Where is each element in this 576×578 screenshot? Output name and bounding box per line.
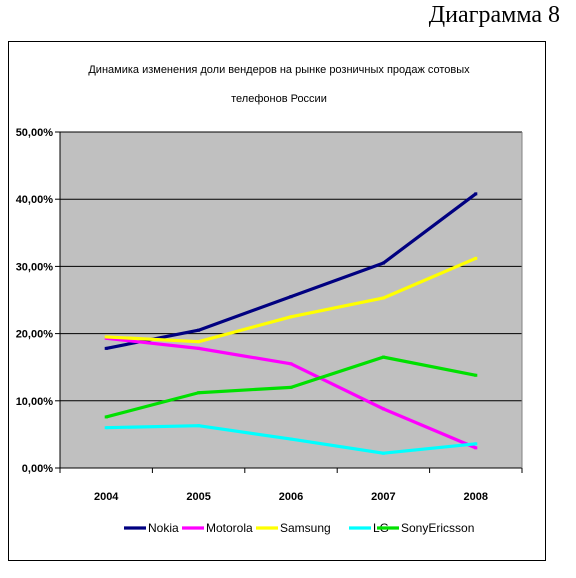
data-point-nokia xyxy=(104,346,108,350)
data-point-sonyericsson xyxy=(104,415,108,419)
legend-label-motorola: Motorola xyxy=(206,521,253,535)
gridlines xyxy=(60,131,522,402)
y-tick-label: 30,00% xyxy=(16,261,54,273)
data-point-samsung xyxy=(104,335,108,339)
figure-caption: Диаграмма 8 xyxy=(428,2,560,28)
y-tick-label: 50,00% xyxy=(16,127,54,139)
data-point-lg xyxy=(104,426,108,430)
data-point-lg xyxy=(474,442,478,446)
data-point-sonyericsson xyxy=(474,373,478,377)
data-point-motorola xyxy=(197,346,201,350)
axes xyxy=(59,132,523,469)
y-axis-ticks: 0,00% 10,00% 20,00% 30,00% 40,00% 50,00% xyxy=(16,127,60,475)
y-tick-label: 40,00% xyxy=(16,194,54,206)
data-point-nokia xyxy=(381,261,385,265)
chart-title-line-2: телефонов России xyxy=(231,93,327,105)
data-point-motorola xyxy=(289,362,293,366)
data-point-sonyericsson xyxy=(289,385,293,389)
data-point-motorola xyxy=(474,446,478,450)
y-tick-label: 10,00% xyxy=(16,396,54,408)
x-tick-label: 2005 xyxy=(186,491,210,503)
legend: Nokia Motorola Samsung LG SonyEricsson xyxy=(124,521,474,535)
data-point-sonyericsson xyxy=(381,355,385,359)
y-tick-label: 20,00% xyxy=(16,329,54,341)
data-point-samsung xyxy=(474,256,478,260)
data-point-lg xyxy=(289,437,293,441)
data-point-nokia xyxy=(474,192,478,196)
data-point-samsung xyxy=(289,315,293,319)
data-point-samsung xyxy=(197,340,201,344)
data-point-sonyericsson xyxy=(197,391,201,395)
legend-label-samsung: Samsung xyxy=(280,521,331,535)
data-point-nokia xyxy=(289,295,293,299)
data-point-lg xyxy=(381,451,385,455)
x-tick-label: 2006 xyxy=(279,491,303,503)
plot-area xyxy=(60,132,522,468)
data-point-samsung xyxy=(381,296,385,300)
x-axis-ticks: 2004 2005 2006 2007 2008 xyxy=(59,468,523,503)
legend-label-nokia: Nokia xyxy=(148,521,179,535)
data-point-motorola xyxy=(381,407,385,411)
data-point-nokia xyxy=(197,328,201,332)
y-tick-label: 0,00% xyxy=(22,463,53,475)
legend-label-sonyericsson: SonyEricsson xyxy=(401,521,474,535)
data-point-lg xyxy=(197,424,201,428)
x-tick-label: 2004 xyxy=(94,491,119,503)
series-lines xyxy=(104,192,478,455)
x-tick-label: 2008 xyxy=(464,491,488,503)
x-tick-label: 2007 xyxy=(371,491,395,503)
chart-title-line-1: Динамика изменения доли вендеров на рынк… xyxy=(88,64,470,76)
